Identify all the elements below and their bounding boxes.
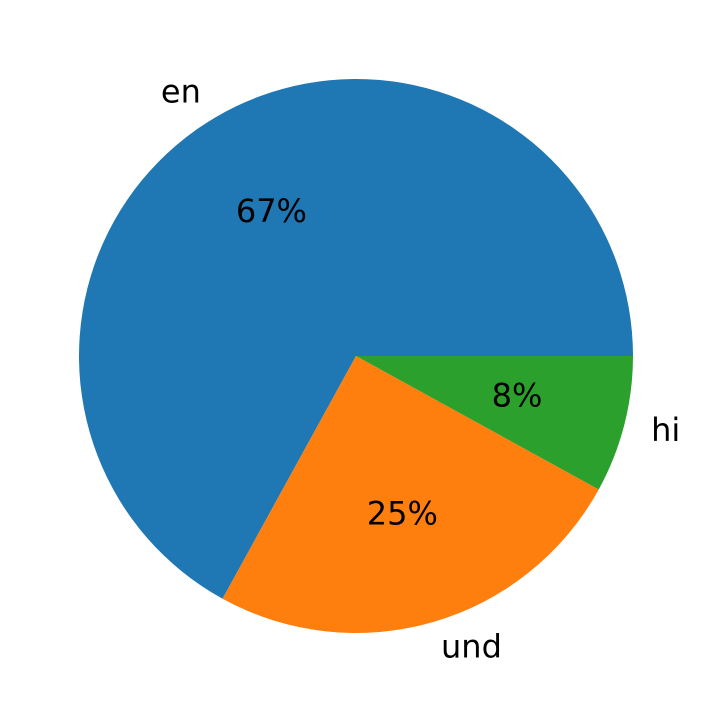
value-label: 67% <box>236 192 307 230</box>
pie-slice <box>78 79 634 599</box>
pie-slice <box>356 356 633 490</box>
category-label: en <box>161 73 201 111</box>
category-label: und <box>441 628 502 666</box>
pie-slice <box>222 356 599 633</box>
value-label: 25% <box>367 495 438 533</box>
category-label: hi <box>651 411 680 449</box>
value-label: 8% <box>492 376 543 414</box>
